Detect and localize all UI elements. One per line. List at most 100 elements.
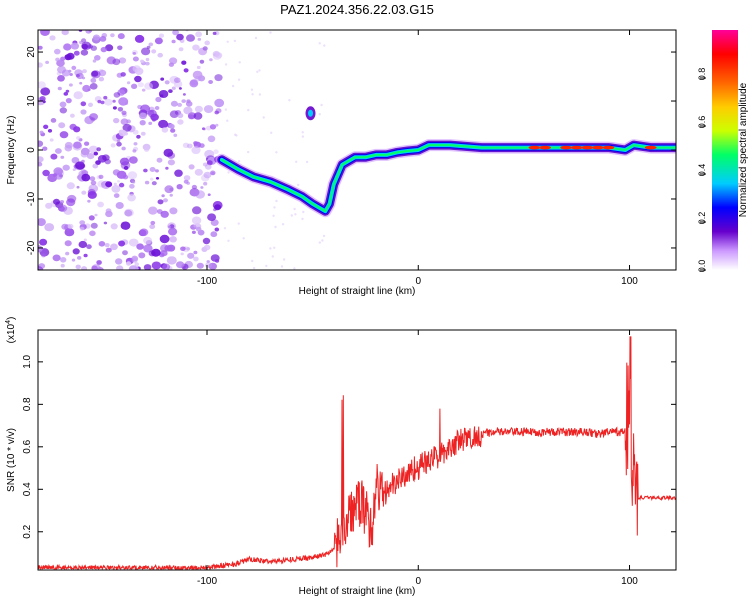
noise-blob (192, 206, 202, 215)
noise-blob (169, 75, 179, 84)
noise-blob (118, 240, 126, 247)
noise-blob (157, 209, 163, 214)
noise-blob (119, 157, 130, 166)
noise-blob (83, 238, 87, 242)
noise-blob (47, 129, 53, 133)
noise-blob (105, 181, 113, 188)
noise-blob (103, 95, 108, 100)
noise-blob (133, 142, 138, 146)
noise-blob (76, 185, 80, 189)
noise-blob (71, 157, 80, 164)
noise-blob (104, 98, 113, 106)
noise-blob (207, 193, 211, 196)
noise-blob (254, 36, 258, 40)
noise-blob (41, 253, 46, 258)
noise-blob (97, 99, 102, 104)
noise-blob (271, 255, 274, 258)
noise-blob (273, 246, 276, 249)
noise-blob (98, 241, 106, 247)
noise-blob (191, 146, 201, 155)
noise-blob (80, 49, 89, 56)
noise-blob (57, 75, 65, 82)
noise-blob (122, 123, 132, 132)
colorbar-tick-label: 0.2 (697, 212, 707, 225)
noise-blob (84, 141, 90, 146)
x-tick-label: -100 (197, 276, 217, 287)
noise-blob (38, 218, 46, 227)
noise-blob (38, 140, 44, 147)
y-tick-label: 10 (26, 95, 37, 107)
ridge-layer (219, 143, 676, 214)
noise-blob (205, 164, 212, 170)
noise-blob (186, 34, 195, 42)
noise-blob (178, 87, 182, 90)
colorbar-tick-label: 0.4 (697, 164, 707, 177)
spectral-ridge (215, 106, 676, 218)
noise-blob (113, 182, 117, 186)
noise-blob (129, 156, 138, 164)
noise-blob (70, 42, 79, 50)
noise-blob (88, 30, 93, 33)
noise-blob (100, 100, 105, 105)
noise-blob (91, 264, 101, 270)
noise-blob (197, 75, 206, 82)
ridge-hotspot (539, 145, 552, 150)
noise-blob (117, 89, 126, 96)
noise-blob (293, 207, 296, 211)
noise-blob (215, 52, 223, 59)
side-lobe-core (308, 109, 314, 117)
noise-blob (143, 244, 153, 253)
noise-blob (75, 74, 80, 78)
noise-blob (81, 41, 92, 50)
noise-blob (80, 151, 89, 158)
noise-blob (97, 201, 104, 208)
noise-blob (183, 68, 189, 73)
noise-blob (193, 141, 198, 146)
noise-blob (265, 264, 268, 268)
ridge-layer (215, 139, 676, 218)
snr-scale-close: ) (6, 317, 17, 320)
noise-blob (191, 216, 202, 225)
noise-blob (242, 237, 245, 240)
noise-blob (82, 69, 87, 74)
noise-blob (160, 250, 168, 257)
noise-blob (148, 206, 158, 215)
noise-blob (202, 46, 208, 51)
noise-blob (96, 260, 102, 265)
noise-blob (258, 69, 261, 72)
snr-y-ticks: 0.2 0.4 0.6 0.8 1.0 (22, 354, 676, 539)
noise-blob (274, 225, 277, 229)
snr-scale-base: (x10 (6, 323, 17, 343)
noise-blob (148, 121, 153, 125)
noise-blob (59, 107, 67, 114)
noise-blob (134, 75, 142, 83)
noise-blob (116, 265, 124, 270)
noise-blob (147, 109, 157, 118)
noise-blob (59, 101, 67, 108)
noise-blob (117, 180, 120, 183)
noise-blob (154, 37, 163, 45)
noise-blob (39, 96, 46, 102)
noise-blob (134, 262, 139, 267)
noise-blob (205, 262, 213, 269)
ridge-layer (218, 142, 676, 215)
noise-blob (69, 73, 73, 76)
noise-blob (90, 180, 97, 186)
noise-blob (132, 52, 136, 55)
noise-blob (163, 148, 174, 157)
noise-blob (66, 182, 75, 190)
noise-blob (105, 208, 112, 214)
noise-blob (60, 257, 67, 263)
noise-blob (113, 193, 120, 199)
noise-blob (163, 198, 168, 203)
noise-blobs (38, 30, 326, 270)
noise-blob (105, 247, 112, 253)
noise-blob (169, 193, 173, 197)
noise-blob (164, 185, 174, 194)
noise-blob (140, 104, 151, 113)
ridge-hotspot (570, 145, 583, 150)
noise-blob (195, 226, 202, 232)
noise-blob (223, 227, 227, 230)
noise-blob (215, 123, 219, 127)
